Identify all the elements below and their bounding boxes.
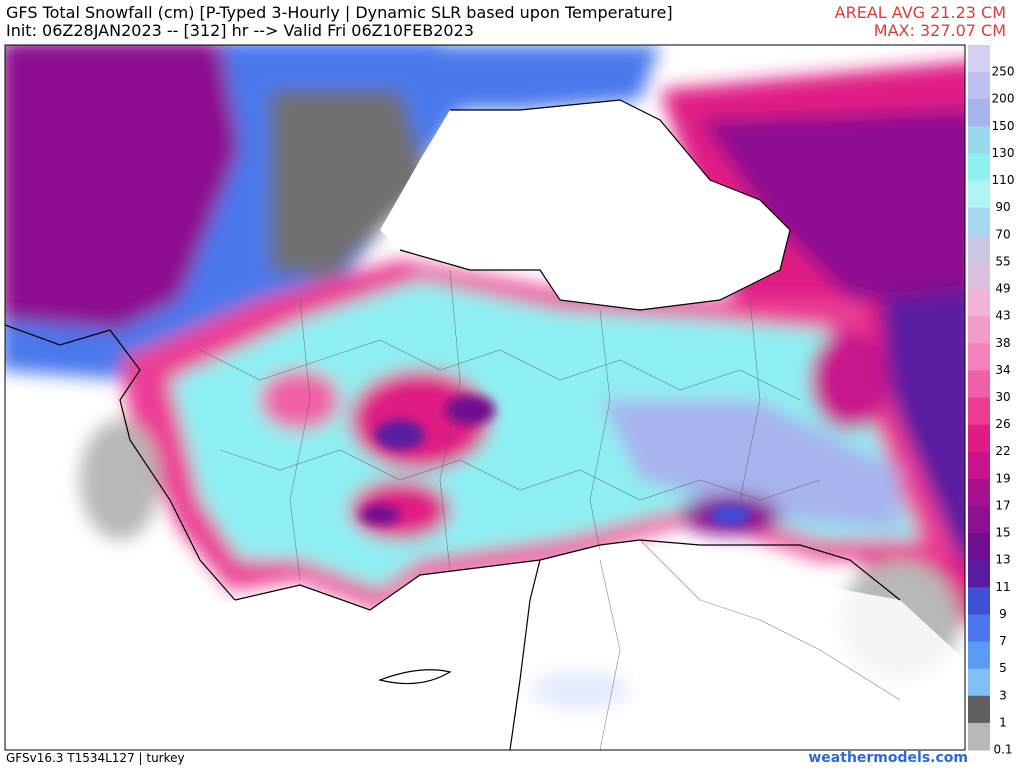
colorbar-swatch: [968, 641, 990, 670]
colorbar-label: 70: [995, 227, 1010, 241]
colorbar-swatch: [968, 343, 990, 371]
areal-avg: AREAL AVG 21.23 CM: [834, 3, 1006, 22]
max-value: MAX: 327.07 CM: [873, 21, 1006, 40]
colorbar-swatch: [968, 180, 990, 209]
colorbar-label: 26: [995, 417, 1010, 431]
colorbar-swatch: [968, 668, 990, 697]
colorbar-label: 17: [995, 498, 1010, 512]
colorbar-label: 55: [995, 254, 1010, 268]
colorbar-swatch: [968, 533, 990, 561]
colorbar-swatch: [968, 695, 990, 724]
colorbar-swatch: [968, 207, 990, 236]
model-info: GFSv16.3 T1534L127 | turkey: [6, 751, 185, 765]
colorbar-swatch: [968, 234, 990, 263]
colorbar-swatch: [968, 261, 990, 290]
snowfall-field: [5, 45, 965, 750]
colorbar-swatch: [968, 478, 990, 507]
colorbar-label: 13: [995, 553, 1010, 567]
title: GFS Total Snowfall (cm) [P-Typed 3-Hourl…: [6, 3, 673, 22]
colorbar-label: 250: [992, 65, 1015, 79]
colorbar-label: 130: [992, 146, 1015, 160]
colorbar-swatch: [968, 370, 990, 398]
colorbar-label: 7: [999, 634, 1007, 648]
colorbar-label: 1: [999, 715, 1007, 729]
colorbar-swatch: [968, 451, 990, 480]
colorbar-swatch: [968, 99, 990, 127]
colorbar-label: 34: [995, 363, 1010, 377]
colorbar-label: 90: [995, 200, 1010, 214]
colorbar-label: 5: [999, 661, 1007, 675]
colorbar-swatch: [968, 153, 990, 182]
colorbar-label: 150: [992, 119, 1015, 133]
colorbar: 2502001501301109070554943383430262219171…: [968, 45, 1014, 757]
colorbar-swatch: [968, 560, 990, 588]
site-link: weathermodels.com: [808, 750, 968, 766]
coastlines: [5, 99, 901, 750]
colorbar-swatch: [968, 45, 990, 73]
colorbar-swatch: [968, 424, 990, 453]
mediterranean: [5, 540, 660, 750]
colorbar-swatch: [968, 587, 990, 615]
colorbar-label: 11: [995, 580, 1010, 594]
colorbar-swatch: [968, 722, 990, 751]
colorbar-label: 3: [999, 688, 1007, 702]
colorbar-label: 43: [995, 309, 1010, 323]
colorbar-label: 110: [992, 173, 1015, 187]
colorbar-label: 9: [999, 607, 1007, 621]
black-sea: [380, 100, 790, 310]
colorbar-label: 19: [995, 471, 1010, 485]
colorbar-swatch: [968, 72, 990, 100]
colorbar-swatch: [968, 316, 990, 344]
colorbar-label: 38: [995, 336, 1010, 350]
colorbar-swatch: [968, 614, 990, 643]
colorbar-swatch: [968, 289, 990, 317]
colorbar-swatch: [968, 126, 990, 154]
colorbar-label: 0.1: [993, 743, 1012, 757]
colorbar-swatch: [968, 505, 990, 534]
colorbar-label: 22: [995, 444, 1010, 458]
subtitle: Init: 06Z28JAN2023 -- [312] hr --> Valid…: [6, 21, 474, 40]
borders: [199, 269, 901, 750]
colorbar-label: 49: [995, 282, 1010, 296]
map-frame: [4, 44, 966, 751]
colorbar-label: 15: [995, 526, 1010, 540]
colorbar-label: 30: [995, 390, 1010, 404]
colorbar-swatch: [968, 397, 990, 426]
colorbar-label: 200: [992, 92, 1015, 106]
